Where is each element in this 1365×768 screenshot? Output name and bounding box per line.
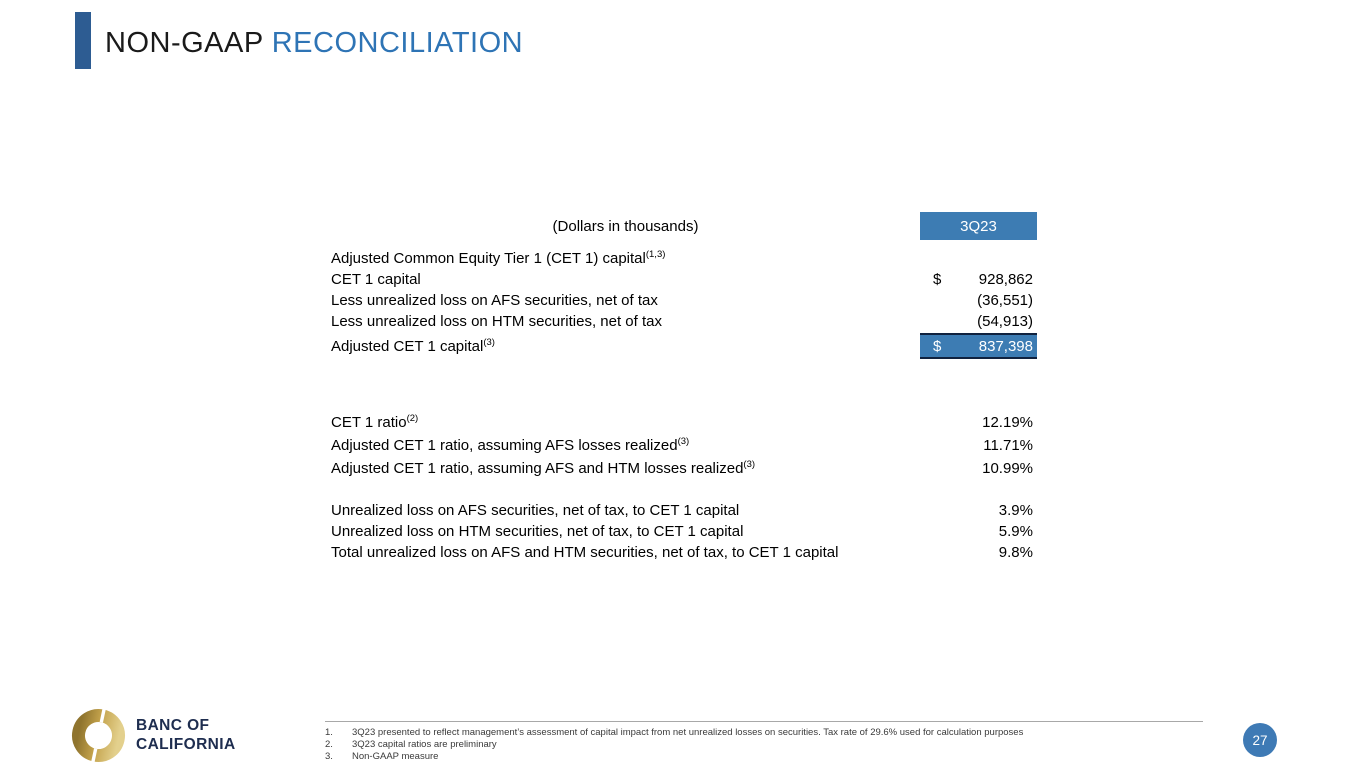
- footnote-number: 3.: [325, 751, 333, 763]
- row-label-text: Unrealized loss on HTM securities, net o…: [331, 523, 744, 540]
- row-value-cell: (54,913): [920, 311, 1037, 332]
- table-header-units-label: (Dollars in thousands): [552, 217, 699, 235]
- row-value: 11.71%: [983, 437, 1033, 454]
- footnote-ref: (2): [406, 413, 419, 424]
- row-value: 5.9%: [998, 523, 1033, 540]
- footnote-text: 3Q23 capital ratios are preliminary: [352, 739, 497, 751]
- table-row-section-header: Adjusted Common Equity Tier 1 (CET 1) ca…: [331, 248, 1037, 269]
- row-label: CET 1 capital: [331, 271, 920, 288]
- table-row-afs-loss: Less unrealized loss on AFS securities, …: [331, 290, 1037, 311]
- page-number: 27: [1252, 732, 1268, 748]
- footnote-ref: (3): [743, 459, 756, 470]
- row-label: Adjusted CET 1 ratio, assuming AFS losse…: [331, 437, 920, 454]
- row-label: Adjusted Common Equity Tier 1 (CET 1) ca…: [331, 250, 920, 267]
- row-label-text: CET 1 ratio: [331, 414, 407, 431]
- row-label: Adjusted CET 1 capital(3): [331, 336, 920, 355]
- table-header-row: (Dollars in thousands) 3Q23: [331, 212, 1037, 240]
- row-label: Unrealized loss on HTM securities, net o…: [331, 523, 920, 540]
- row-value-cell: 10.99%: [920, 457, 1037, 480]
- row-value-cell: 11.71%: [920, 434, 1037, 457]
- page-number-badge: 27: [1243, 723, 1277, 757]
- logo-line-1: BANC OF: [136, 717, 210, 734]
- row-value-cell: $ 928,862: [920, 269, 1037, 290]
- footnote-ref: (1,3): [645, 249, 666, 260]
- table-row-adjusted-ratio-afs-htm: Adjusted CET 1 ratio, assuming AFS and H…: [331, 457, 1037, 480]
- table-row-htm-loss-pct: Unrealized loss on HTM securities, net o…: [331, 521, 1037, 542]
- footnote-text: 3Q23 presented to reflect management’s a…: [352, 727, 1024, 738]
- logo-wordmark: BANC OF CALIFORNIA: [136, 717, 236, 754]
- row-value: (54,913): [977, 313, 1033, 330]
- row-label: Less unrealized loss on AFS securities, …: [331, 292, 920, 309]
- row-value-cell: [920, 248, 1037, 269]
- row-value: 928,862: [978, 271, 1033, 288]
- footnote-ref: (3): [677, 436, 690, 447]
- row-value-cell: 12.19%: [920, 411, 1037, 434]
- row-label-text: Total unrealized loss on AFS and HTM sec…: [331, 544, 839, 561]
- footnote-2: 2. 3Q23 capital ratios are preliminary: [325, 739, 1203, 751]
- page-title: NON-GAAP RECONCILIATION: [105, 27, 523, 60]
- row-label: Adjusted CET 1 ratio, assuming AFS and H…: [331, 460, 920, 477]
- row-label-text: Unrealized loss on AFS securities, net o…: [331, 502, 740, 519]
- banc-of-california-ring-icon: [72, 708, 125, 763]
- row-value-cell: 5.9%: [920, 521, 1037, 542]
- title-part-black: NON-GAAP: [105, 27, 272, 59]
- row-label: Less unrealized loss on HTM securities, …: [331, 313, 920, 330]
- row-value: 10.99%: [982, 460, 1033, 477]
- row-value-cell-highlighted: $ 837,398: [920, 333, 1037, 359]
- reconciliation-table: (Dollars in thousands) 3Q23 Adjusted Com…: [331, 212, 1037, 563]
- company-logo: BANC OF CALIFORNIA: [70, 708, 236, 763]
- row-label-text: Adjusted Common Equity Tier 1 (CET 1) ca…: [331, 250, 646, 267]
- footnote-1: 1. 3Q23 presented to reflect management’…: [325, 727, 1203, 739]
- table-row-adjusted-cet1-total: Adjusted CET 1 capital(3) $ 837,398: [331, 333, 1037, 359]
- table-row-cet1-capital: CET 1 capital $ 928,862: [331, 269, 1037, 290]
- row-label: Unrealized loss on AFS securities, net o…: [331, 502, 920, 519]
- table-row-htm-loss: Less unrealized loss on HTM securities, …: [331, 311, 1037, 332]
- row-label-text: Adjusted CET 1 ratio, assuming AFS losse…: [331, 437, 678, 454]
- row-label-text: Adjusted CET 1 ratio, assuming AFS and H…: [331, 460, 744, 477]
- table-row-adjusted-ratio-afs: Adjusted CET 1 ratio, assuming AFS losse…: [331, 434, 1037, 457]
- row-value: 9.8%: [998, 544, 1033, 561]
- row-label-text: CET 1 capital: [331, 271, 421, 288]
- row-label: Total unrealized loss on AFS and HTM sec…: [331, 544, 920, 561]
- footnote-3: 3. Non-GAAP measure: [325, 751, 1203, 763]
- table-row-total-loss-pct: Total unrealized loss on AFS and HTM sec…: [331, 542, 1037, 563]
- logo-line-2: CALIFORNIA: [136, 735, 236, 753]
- row-label: CET 1 ratio(2): [331, 414, 920, 431]
- row-value: 837,398: [978, 337, 1033, 355]
- table-header-period: 3Q23: [920, 212, 1037, 240]
- table-row-afs-loss-pct: Unrealized loss on AFS securities, net o…: [331, 500, 1037, 521]
- footnote-text: Non-GAAP measure: [352, 751, 439, 763]
- row-value-cell: 9.8%: [920, 542, 1037, 563]
- title-accent-bar: [75, 12, 91, 69]
- footnote-ref: (3): [483, 336, 495, 348]
- footnote-number: 2.: [325, 739, 333, 751]
- currency-symbol: $: [933, 337, 942, 355]
- row-label-text: Adjusted CET 1 capital: [331, 337, 484, 355]
- row-value-cell: (36,551): [920, 290, 1037, 311]
- row-value: 12.19%: [982, 414, 1033, 431]
- row-label-text: Less unrealized loss on HTM securities, …: [331, 313, 662, 330]
- row-label-text: Less unrealized loss on AFS securities, …: [331, 292, 658, 309]
- table-row-cet1-ratio: CET 1 ratio(2) 12.19%: [331, 411, 1037, 434]
- row-value: 3.9%: [998, 502, 1033, 519]
- row-value-cell: 3.9%: [920, 500, 1037, 521]
- title-part-blue: RECONCILIATION: [271, 27, 524, 59]
- footnote-number: 1.: [325, 727, 333, 738]
- row-value: (36,551): [977, 292, 1033, 309]
- footnotes: 1. 3Q23 presented to reflect management’…: [325, 721, 1203, 764]
- currency-symbol: $: [933, 271, 942, 288]
